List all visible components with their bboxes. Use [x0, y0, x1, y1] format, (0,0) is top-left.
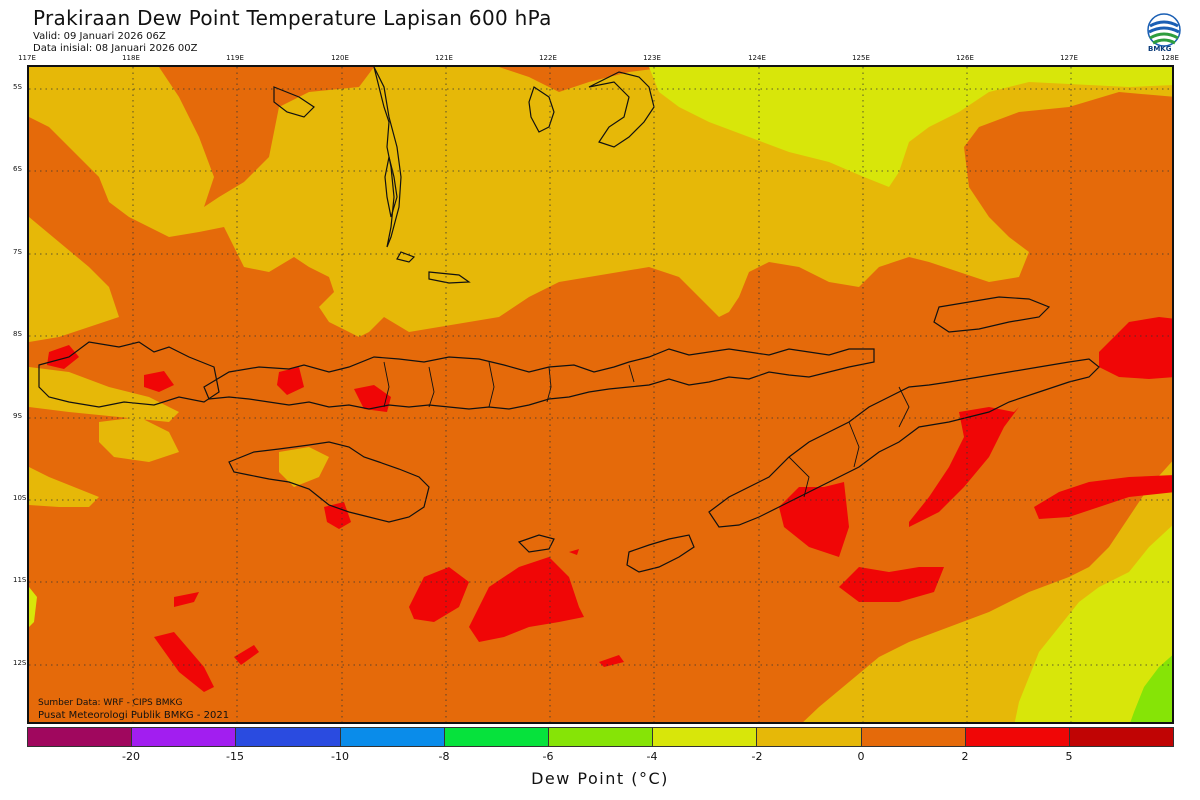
init-time: Data inisial: 08 Januari 2026 00Z — [33, 43, 198, 54]
colorbar-label: -15 — [226, 750, 244, 763]
lon-label: 118E — [122, 54, 140, 62]
field-gold-west-2 — [29, 367, 179, 422]
field-red — [909, 407, 1019, 527]
coast-sumba — [228, 441, 430, 523]
coastlines — [38, 67, 1100, 573]
coast-small-n — [588, 71, 655, 148]
lon-label: 127E — [1060, 54, 1078, 62]
field-yellow-west — [29, 587, 37, 627]
coast-sumbawa — [203, 348, 875, 410]
colorbar — [27, 727, 1174, 747]
lat-label: 8S — [13, 330, 22, 338]
colorbar-swatch — [236, 728, 341, 746]
coast-timor — [708, 358, 1100, 528]
coast-lombok — [38, 341, 220, 408]
lon-label: 128E — [1161, 54, 1179, 62]
colorbar-swatch — [1069, 728, 1174, 746]
field-red — [1099, 317, 1172, 379]
coast-rote — [626, 534, 695, 573]
colorbar-swatch — [340, 728, 445, 746]
colorbar-label: -10 — [331, 750, 349, 763]
lat-label: 12S — [13, 659, 27, 667]
field-green-se — [1130, 655, 1172, 722]
field-gold-flores — [279, 447, 329, 487]
lat-label: 6S — [13, 165, 22, 173]
admin-boundaries — [383, 361, 910, 498]
field-red — [174, 592, 199, 607]
colorbar-label: -8 — [438, 750, 450, 763]
field-red — [47, 345, 79, 369]
lat-label: 5S — [13, 83, 22, 91]
lon-label: 124E — [748, 54, 766, 62]
lat-label: 7S — [13, 248, 22, 256]
coast-buton — [528, 86, 555, 133]
field-red — [469, 557, 584, 642]
field-red — [234, 645, 259, 665]
coast-tanahjampea — [273, 86, 315, 118]
field-red — [839, 567, 944, 602]
dew-point-map[interactable] — [27, 65, 1174, 724]
coast-flores-isle — [428, 271, 471, 284]
colorbar-swatch — [861, 728, 966, 746]
lon-label: 117E — [18, 54, 36, 62]
colorbar-label: -4 — [646, 750, 658, 763]
field-red — [144, 371, 174, 392]
field-gold-west-1 — [29, 217, 119, 342]
colorbar-label: 2 — [961, 750, 969, 763]
colorbar-label: 0 — [857, 750, 865, 763]
field-gold-sw — [29, 467, 99, 507]
colorbar-label: -20 — [122, 750, 140, 763]
coast-sulawesi-s — [373, 67, 402, 248]
colorbar-swatch — [548, 728, 654, 746]
coast-kalao — [396, 251, 416, 263]
lon-label: 121E — [435, 54, 453, 62]
lat-label: 11S — [13, 576, 27, 584]
colorbar-swatch — [965, 728, 1070, 746]
field-red — [154, 632, 214, 692]
field-red — [779, 482, 849, 557]
logo-text: BMKG — [1148, 45, 1172, 53]
colorbar-label: -2 — [751, 750, 763, 763]
colorbar-swatch — [28, 728, 133, 746]
field-gold-sumba — [99, 417, 179, 462]
lon-label: 122E — [539, 54, 557, 62]
coast-sawu — [517, 534, 555, 553]
field-red — [1034, 475, 1172, 519]
colorbar-label: -6 — [542, 750, 554, 763]
lat-label: 10S — [13, 494, 27, 502]
bmkg-logo — [1147, 13, 1181, 47]
lon-label: 120E — [331, 54, 349, 62]
field-red — [409, 567, 469, 622]
field-red — [599, 655, 624, 667]
colorbar-swatch — [444, 728, 549, 746]
colorbar-swatch — [653, 728, 758, 746]
map-title: Prakiraan Dew Point Temperature Lapisan … — [33, 6, 552, 30]
credit-source: Sumber Data: WRF - CIPS BMKG — [38, 698, 183, 708]
field-yellow-se — [1014, 525, 1172, 722]
field-red — [569, 549, 579, 555]
lon-label: 119E — [226, 54, 244, 62]
field-yellow-north — [649, 67, 1172, 187]
valid-time: Valid: 09 Januari 2026 06Z — [33, 31, 166, 42]
colorbar-title: Dew Point (°C) — [531, 769, 669, 788]
field-red — [354, 385, 391, 412]
credit-org: Pusat Meteorologi Publik BMKG - 2021 — [38, 710, 230, 721]
lon-label: 126E — [956, 54, 974, 62]
field-red — [324, 502, 351, 529]
coast-wetar — [933, 296, 1051, 333]
coast-selayar — [384, 156, 398, 218]
lon-label: 123E — [643, 54, 661, 62]
colorbar-swatch — [757, 728, 862, 746]
colorbar-swatch — [132, 728, 237, 746]
lat-label: 9S — [13, 412, 22, 420]
graticule — [29, 67, 1172, 722]
lon-label: 125E — [852, 54, 870, 62]
field-red — [277, 367, 304, 395]
colorbar-label: 5 — [1065, 750, 1073, 763]
